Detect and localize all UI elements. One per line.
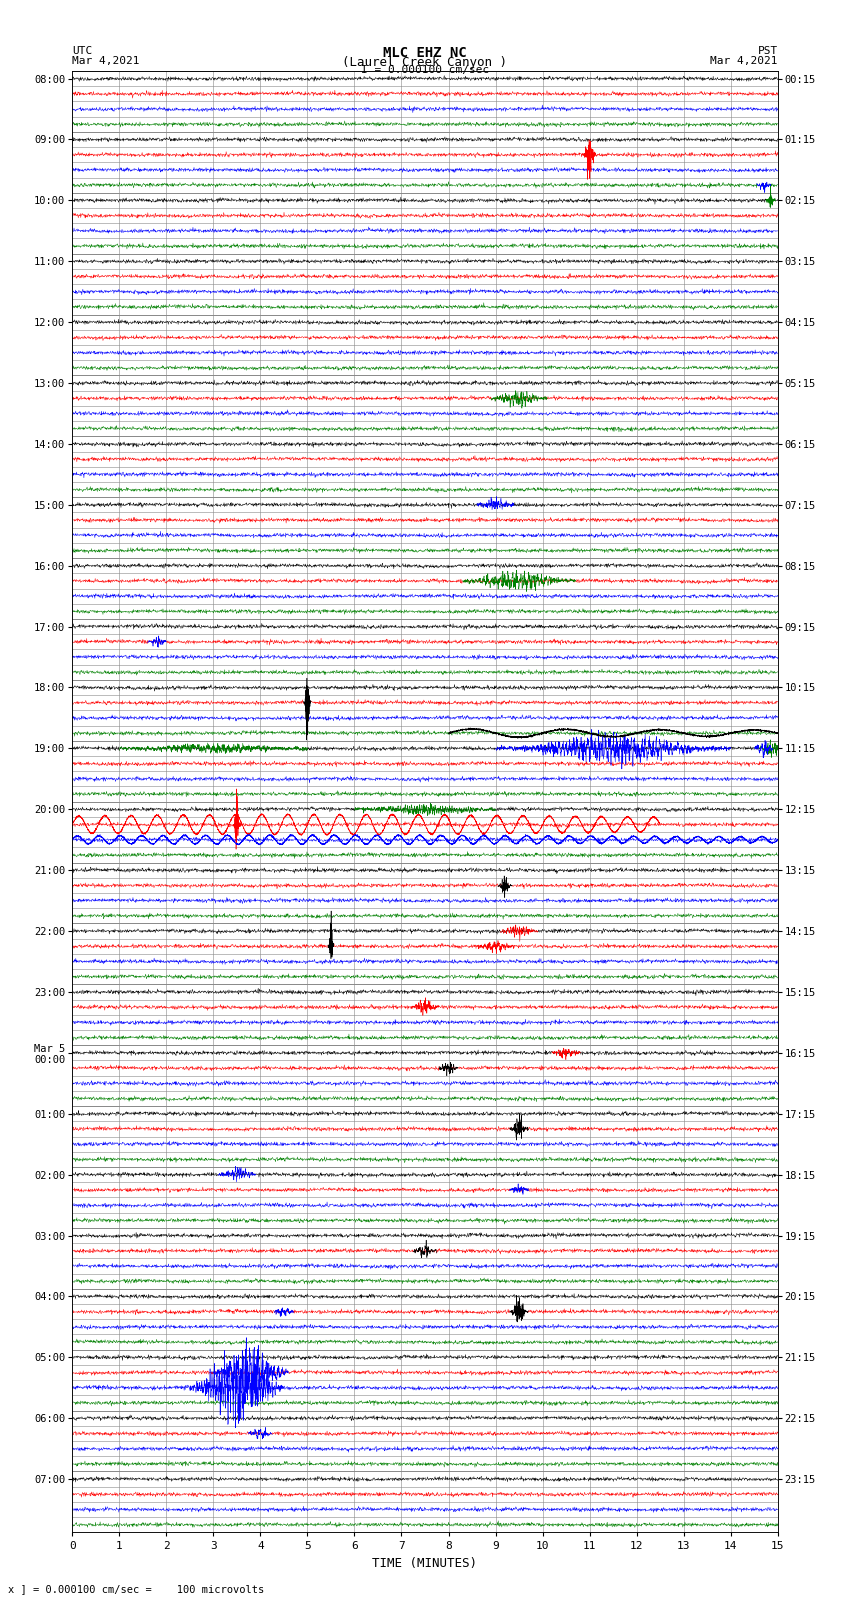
Text: PST: PST	[757, 45, 778, 56]
Text: Mar 4,2021: Mar 4,2021	[72, 56, 139, 66]
Text: x ] = 0.000100 cm/sec =    100 microvolts: x ] = 0.000100 cm/sec = 100 microvolts	[8, 1584, 264, 1594]
Text: Mar 4,2021: Mar 4,2021	[711, 56, 778, 66]
Text: I = 0.000100 cm/sec: I = 0.000100 cm/sec	[361, 65, 489, 74]
Text: (Laurel Creek Canyon ): (Laurel Creek Canyon )	[343, 56, 507, 69]
X-axis label: TIME (MINUTES): TIME (MINUTES)	[372, 1557, 478, 1569]
Text: UTC: UTC	[72, 45, 93, 56]
Text: MLC EHZ NC: MLC EHZ NC	[383, 45, 467, 60]
